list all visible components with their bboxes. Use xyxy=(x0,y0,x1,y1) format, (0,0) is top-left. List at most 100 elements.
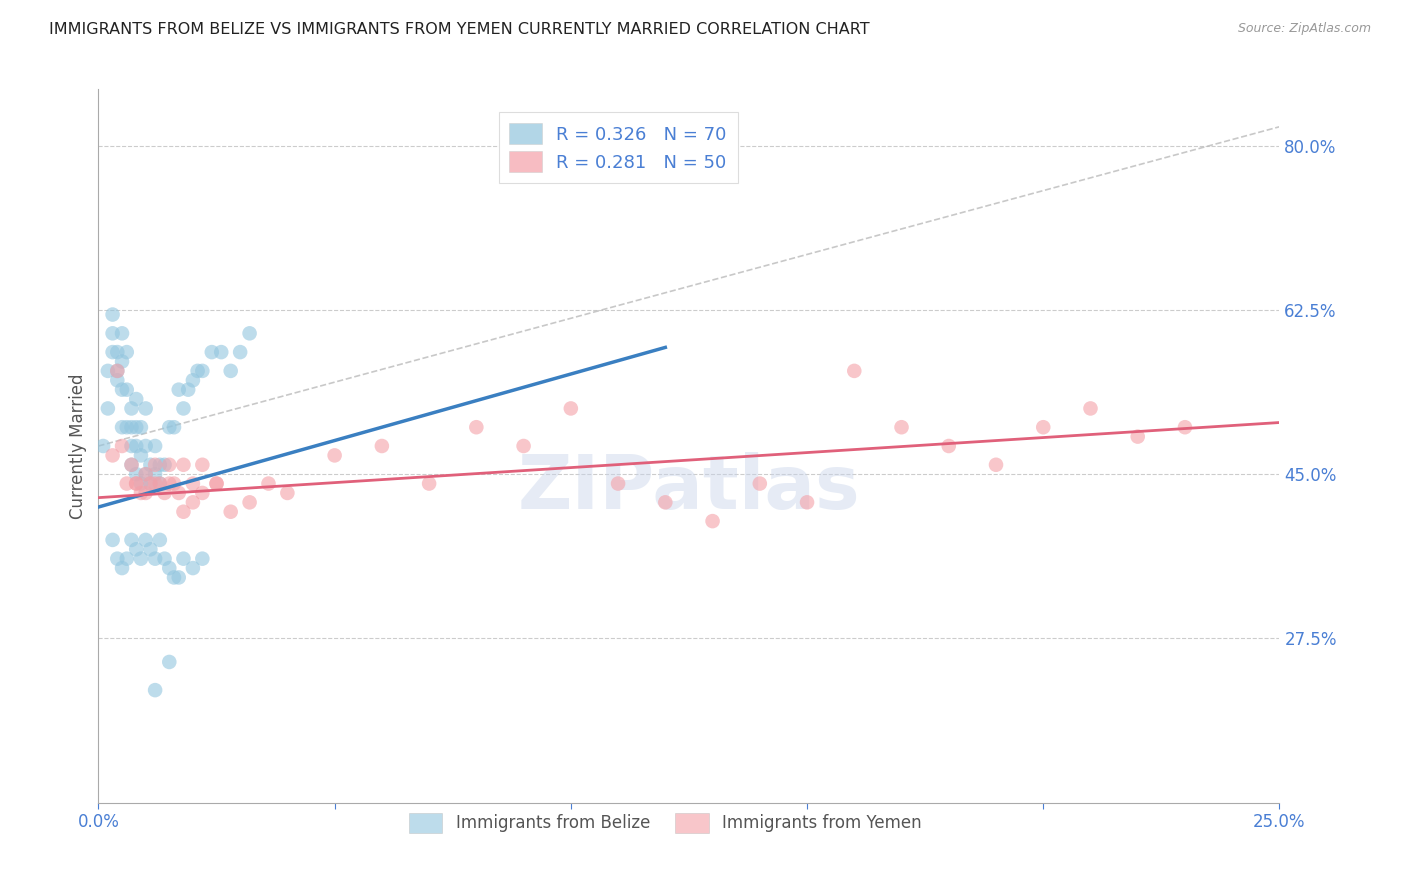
Point xyxy=(172,551,194,566)
Point xyxy=(111,326,134,341)
Point xyxy=(111,439,134,453)
Point xyxy=(139,458,162,472)
Point xyxy=(121,420,143,434)
Point xyxy=(172,505,194,519)
Point xyxy=(163,570,186,584)
Point xyxy=(121,458,143,472)
Point xyxy=(167,383,190,397)
Point xyxy=(143,439,166,453)
Text: Source: ZipAtlas.com: Source: ZipAtlas.com xyxy=(1237,22,1371,36)
Point xyxy=(157,476,180,491)
Point xyxy=(101,533,124,547)
Point xyxy=(153,486,176,500)
Point xyxy=(125,392,148,406)
Point xyxy=(418,476,440,491)
Point xyxy=(239,495,262,509)
Point xyxy=(465,420,488,434)
Point xyxy=(105,373,128,387)
Point xyxy=(129,486,152,500)
Point xyxy=(512,439,534,453)
Point xyxy=(125,476,148,491)
Point xyxy=(135,467,157,482)
Point xyxy=(257,476,280,491)
Point xyxy=(748,476,770,491)
Point xyxy=(890,420,912,434)
Point xyxy=(163,420,186,434)
Point xyxy=(654,495,676,509)
Point xyxy=(115,476,138,491)
Point xyxy=(121,439,143,453)
Point xyxy=(125,542,148,557)
Point xyxy=(191,364,214,378)
Point xyxy=(177,383,200,397)
Point xyxy=(143,476,166,491)
Point xyxy=(607,476,630,491)
Point xyxy=(149,533,172,547)
Legend: Immigrants from Belize, Immigrants from Yemen: Immigrants from Belize, Immigrants from … xyxy=(401,805,929,841)
Point xyxy=(239,326,262,341)
Point xyxy=(135,486,157,500)
Point xyxy=(1080,401,1102,416)
Point xyxy=(115,551,138,566)
Point xyxy=(115,420,138,434)
Point xyxy=(101,345,124,359)
Point xyxy=(97,401,120,416)
Point xyxy=(111,383,134,397)
Point xyxy=(115,383,138,397)
Point xyxy=(172,401,194,416)
Point xyxy=(219,364,242,378)
Point xyxy=(187,364,209,378)
Point xyxy=(121,533,143,547)
Point xyxy=(938,439,960,453)
Point xyxy=(149,476,172,491)
Point xyxy=(121,401,143,416)
Point xyxy=(97,364,120,378)
Point xyxy=(105,364,128,378)
Point xyxy=(129,449,152,463)
Point xyxy=(125,420,148,434)
Point xyxy=(276,486,298,500)
Point xyxy=(139,476,162,491)
Point xyxy=(101,308,124,322)
Point xyxy=(191,551,214,566)
Point xyxy=(181,476,204,491)
Point xyxy=(371,439,394,453)
Text: IMMIGRANTS FROM BELIZE VS IMMIGRANTS FROM YEMEN CURRENTLY MARRIED CORRELATION CH: IMMIGRANTS FROM BELIZE VS IMMIGRANTS FRO… xyxy=(49,22,870,37)
Point xyxy=(560,401,582,416)
Point xyxy=(1126,429,1149,443)
Point xyxy=(205,476,228,491)
Point xyxy=(153,551,176,566)
Point xyxy=(229,345,252,359)
Point xyxy=(101,326,124,341)
Point xyxy=(191,458,214,472)
Text: ZIPatlas: ZIPatlas xyxy=(517,452,860,525)
Point xyxy=(219,505,242,519)
Point xyxy=(135,533,157,547)
Point xyxy=(111,561,134,575)
Point xyxy=(101,449,124,463)
Point xyxy=(167,570,190,584)
Point xyxy=(323,449,346,463)
Point xyxy=(115,345,138,359)
Point xyxy=(135,401,157,416)
Point xyxy=(181,495,204,509)
Point xyxy=(149,458,172,472)
Point xyxy=(163,476,186,491)
Point xyxy=(135,439,157,453)
Point xyxy=(139,476,162,491)
Point xyxy=(191,486,214,500)
Point xyxy=(1032,420,1054,434)
Point xyxy=(143,551,166,566)
Point xyxy=(121,458,143,472)
Point xyxy=(844,364,866,378)
Point xyxy=(796,495,818,509)
Point xyxy=(149,476,172,491)
Point xyxy=(167,486,190,500)
Point xyxy=(139,542,162,557)
Point xyxy=(129,476,152,491)
Point xyxy=(181,373,204,387)
Point xyxy=(111,420,134,434)
Point xyxy=(105,551,128,566)
Point xyxy=(209,345,232,359)
Point xyxy=(157,655,180,669)
